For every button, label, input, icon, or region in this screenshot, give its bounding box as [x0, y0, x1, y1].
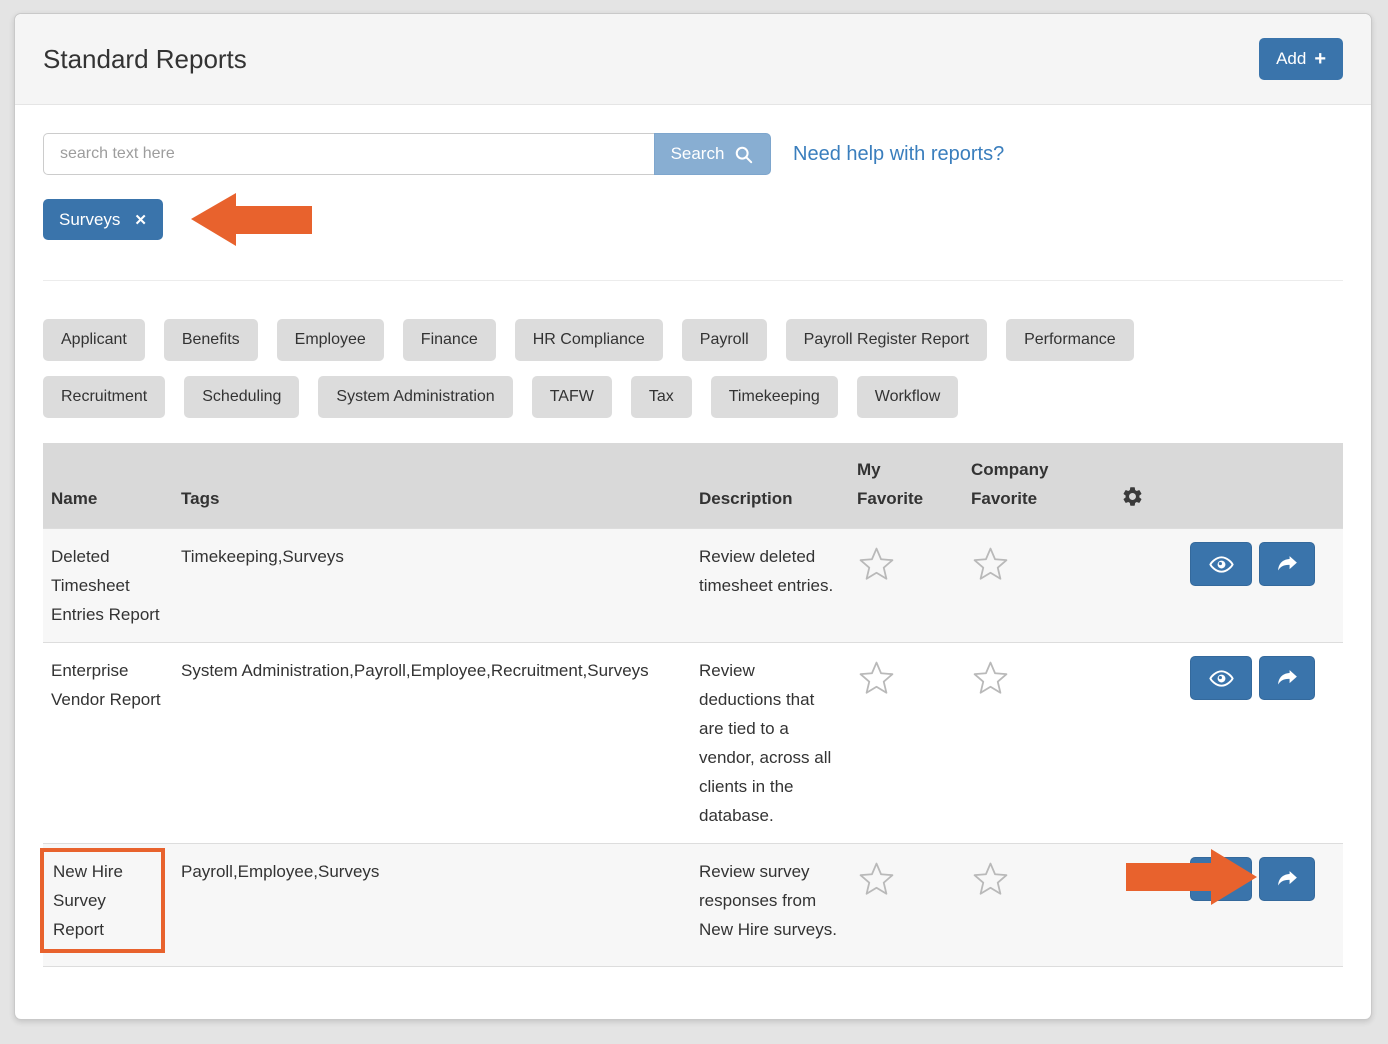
my-favorite-cell: [849, 642, 963, 844]
company-favorite-cell: [963, 843, 1113, 967]
search-input[interactable]: [43, 133, 654, 175]
table-row: Deleted Timesheet Entries Report Timekee…: [43, 528, 1343, 643]
annotation-arrow-right: [1126, 849, 1257, 905]
filter-recruitment[interactable]: Recruitment: [43, 376, 166, 418]
share-arrow-icon: [1277, 555, 1297, 571]
column-header-description: Description: [691, 443, 849, 529]
actions-cell: [1113, 528, 1343, 643]
company-favorite-cell: [963, 642, 1113, 844]
column-header-tags: Tags: [173, 443, 691, 529]
my-favorite-cell: [849, 528, 963, 643]
highlight-box: New Hire Survey Report: [40, 848, 165, 953]
report-tags: System Administration,Payroll,Employee,R…: [173, 642, 691, 844]
eye-icon: [1208, 669, 1234, 687]
filter-row-2: Recruitment Scheduling System Administra…: [43, 376, 1343, 418]
filter-employee[interactable]: Employee: [276, 319, 384, 361]
company-favorite-star-icon[interactable]: [971, 859, 1010, 898]
table-row: Enterprise Vendor Report System Administ…: [43, 642, 1343, 844]
filter-row-1: Applicant Benefits Employee Finance HR C…: [43, 319, 1343, 361]
filter-finance[interactable]: Finance: [402, 319, 496, 361]
panel-body: Search Need help with reports? Surveys ✕…: [15, 105, 1371, 995]
column-header-company-favorite: Company Favorite: [963, 443, 1113, 529]
report-tags: Payroll,Employee,Surveys: [173, 843, 691, 967]
report-description: Review deleted timesheet entries.: [691, 528, 849, 643]
panel-heading: Standard Reports Add +: [15, 14, 1371, 105]
filter-applicant[interactable]: Applicant: [43, 319, 145, 361]
company-favorite-cell: [963, 528, 1113, 643]
table-header-row: Name Tags Description My Favorite Compan…: [43, 443, 1343, 529]
filter-payroll[interactable]: Payroll: [681, 319, 767, 361]
table-row-highlighted: New Hire Survey Report Payroll,Employee,…: [40, 843, 1343, 967]
active-filter-label: Surveys: [59, 209, 121, 229]
share-report-button[interactable]: [1259, 857, 1315, 901]
my-favorite-star-icon[interactable]: [857, 544, 896, 583]
eye-icon: [1208, 555, 1234, 573]
search-button[interactable]: Search: [654, 133, 771, 175]
gear-icon[interactable]: [1121, 485, 1144, 508]
arrow-head: [1211, 849, 1257, 905]
arrow-head: [191, 193, 236, 246]
filter-tax[interactable]: Tax: [630, 376, 692, 418]
actions-cell: [1113, 642, 1343, 844]
report-description: Review survey responses from New Hire su…: [691, 843, 849, 967]
filter-performance[interactable]: Performance: [1006, 319, 1134, 361]
column-header-settings: [1113, 443, 1343, 529]
company-favorite-star-icon[interactable]: [971, 544, 1010, 583]
filter-scheduling[interactable]: Scheduling: [184, 376, 300, 418]
standard-reports-panel: Standard Reports Add + Search Need help …: [14, 13, 1372, 1020]
plus-icon: +: [1314, 48, 1326, 70]
category-filters: Applicant Benefits Employee Finance HR C…: [43, 319, 1343, 418]
filter-benefits[interactable]: Benefits: [163, 319, 258, 361]
filter-payroll-register-report[interactable]: Payroll Register Report: [785, 319, 988, 361]
search-row: Search Need help with reports?: [43, 133, 1343, 175]
arrow-tail: [1126, 863, 1212, 891]
my-favorite-cell: [849, 843, 963, 967]
my-favorite-star-icon[interactable]: [857, 859, 896, 898]
actions-cell: [1113, 843, 1343, 967]
company-favorite-star-icon[interactable]: [971, 658, 1010, 697]
page-title: Standard Reports: [43, 43, 247, 74]
filter-tafw[interactable]: TAFW: [531, 376, 612, 418]
share-report-button[interactable]: [1259, 656, 1315, 700]
column-header-name: Name: [43, 443, 173, 529]
add-button[interactable]: Add +: [1259, 38, 1343, 80]
section-divider: [43, 280, 1343, 281]
remove-filter-icon[interactable]: ✕: [134, 211, 147, 229]
help-link[interactable]: Need help with reports?: [793, 142, 1005, 165]
report-tags: Timekeeping,Surveys: [173, 528, 691, 643]
share-arrow-icon: [1277, 870, 1297, 886]
active-filter-surveys[interactable]: Surveys ✕: [43, 199, 163, 240]
filter-hr-compliance[interactable]: HR Compliance: [514, 319, 663, 361]
search-icon: [736, 146, 753, 163]
active-filter-row: Surveys ✕: [43, 193, 1343, 246]
arrow-tail: [235, 206, 312, 234]
filter-system-administration[interactable]: System Administration: [318, 376, 513, 418]
share-arrow-icon: [1277, 669, 1297, 685]
add-button-label: Add: [1276, 49, 1307, 68]
report-name: Deleted Timesheet Entries Report: [43, 528, 173, 643]
view-report-button[interactable]: [1190, 542, 1252, 586]
search-button-label: Search: [670, 144, 725, 163]
annotation-arrow-left: [191, 193, 312, 246]
report-name: Enterprise Vendor Report: [43, 642, 173, 844]
report-description: Review deductions that are tied to a ven…: [691, 642, 849, 844]
filter-workflow[interactable]: Workflow: [856, 376, 959, 418]
share-report-button[interactable]: [1259, 542, 1315, 586]
report-name: New Hire Survey Report: [40, 843, 173, 967]
column-header-my-favorite: My Favorite: [849, 443, 963, 529]
filter-timekeeping[interactable]: Timekeeping: [710, 376, 838, 418]
view-report-button[interactable]: [1190, 656, 1252, 700]
my-favorite-star-icon[interactable]: [857, 658, 896, 697]
reports-table: Name Tags Description My Favorite Compan…: [40, 443, 1343, 967]
